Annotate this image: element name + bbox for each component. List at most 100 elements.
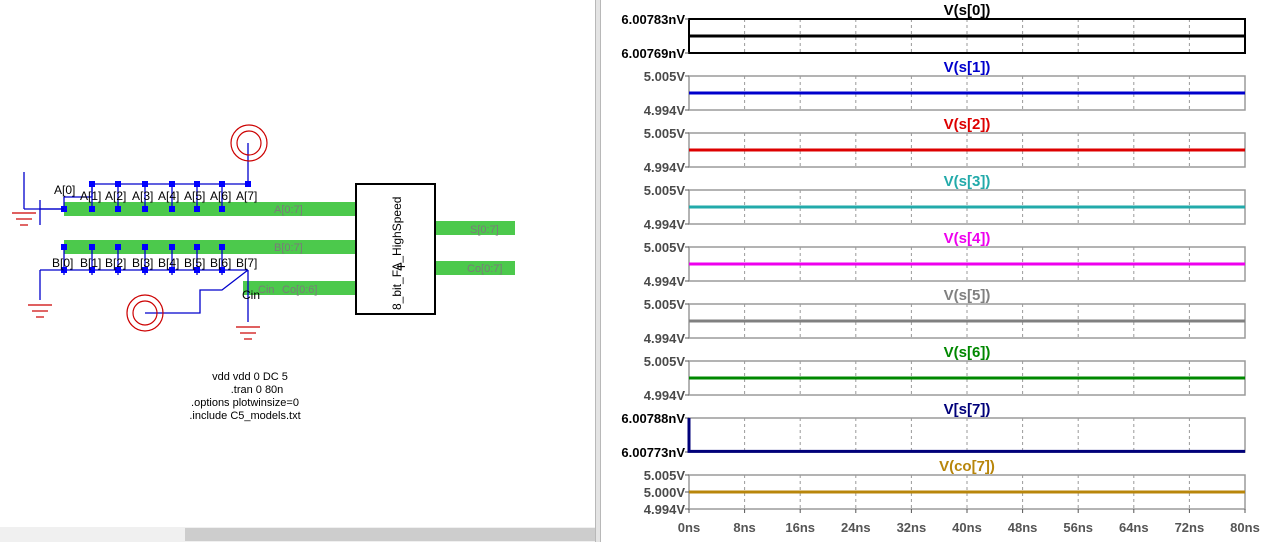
bus-label-s-out: S[0:7] [470,224,499,236]
waveform-pane[interactable]: V[s[7]) 6.00788nV 6.00773nV [621,401,1246,460]
time-tick-label: 24ns [841,520,871,535]
spice-directives[interactable]: vdd vdd 0 DC 5 .tran 0 80n .options plot… [189,371,300,422]
bus-label-co-out: Co[0:7] [467,263,502,275]
a-pin-label: A[5] [184,189,205,203]
schematic-editor[interactable]: A[0] A[1] A[2] A[3] A[4] A[5] A[6] A[7] B[0] B[1… [0,0,595,527]
waveform-pane[interactable]: V(s[6]) 5.005V 4.994V [644,344,1246,403]
y-axis-bottom-label: 4.994V [644,160,686,175]
waveform-canvas[interactable]: V(s[0]) 6.00783nV 6.00769nV V(s[1]) 5.005V 4.… [601,0,1267,542]
y-axis-top-label: 6.00783nV [621,12,685,27]
waveform-pane[interactable]: V(s[2]) 5.005V 4.994V [644,116,1246,175]
wire-junction [194,244,200,250]
a-pin-label: A[6] [210,189,231,203]
y-axis-top-label: 5.005V [644,354,686,369]
wire-junction [194,267,200,273]
waveform-pane[interactable]: V(s[0]) 6.00783nV 6.00769nV [621,2,1246,61]
wire-junction [169,267,175,273]
wire-junction [61,244,67,250]
y-axis-top-label: 5.005V [644,297,686,312]
component-symbol-plus: + [396,259,405,276]
pane-title: V(s[6]) [944,344,991,361]
wire-junction [142,181,148,187]
b-pin-label: B[1] [80,256,101,270]
y-axis-bottom-label: 4.994V [644,103,686,118]
wire-junction [245,181,251,187]
pane-splitter[interactable] [595,0,601,542]
vdd-supply-top-icon[interactable] [230,124,268,162]
waveform-pane[interactable]: V(s[3]) 5.005V 4.994V [644,173,1246,232]
wire-junction [219,267,225,273]
ground-symbol-cin[interactable] [236,326,260,340]
wire-junction [89,181,95,187]
y-axis-top-label: 5.005V [644,468,686,483]
scrollbar-thumb[interactable] [185,528,595,541]
b-pin-label: B[6] [210,256,231,270]
waveform-pane[interactable]: V(co[7]) 5.005V 4.994V 5.000V [644,458,1246,517]
wire-junction [142,244,148,250]
time-tick-label: 48ns [1008,520,1038,535]
schematic-wires [23,143,515,322]
time-tick-label: 8ns [733,520,755,535]
pane-title: V(s[0]) [944,2,991,19]
wire-junction [194,181,200,187]
b-pin-label: B[0] [52,256,73,270]
component-name-label: 8_bit_FA_HighSpeed [390,197,404,310]
waveform-pane[interactable]: V(s[1]) 5.005V 4.994V [644,59,1246,118]
schematic-canvas[interactable]: A[0] A[1] A[2] A[3] A[4] A[5] A[6] A[7] B[0] B[1… [0,0,595,527]
wire-junction [115,206,121,212]
b-pin-label: B[3] [132,256,153,270]
waveform-viewer[interactable]: V(s[0]) 6.00783nV 6.00769nV V(s[1]) 5.005V 4.… [601,0,1267,542]
time-axis: 0ns 8ns 16ns 24ns 32ns 40ns 48ns 56ns 64ns 72ns 80… [678,509,1260,535]
y-axis-top-label: 5.005V [644,69,686,84]
y-axis-top-label: 5.005V [644,183,686,198]
a-pin-label: A[4] [158,189,179,203]
b-pin-label: B[4] [158,256,179,270]
ground-symbol-b[interactable] [28,304,52,318]
wire-junction [115,181,121,187]
schematic-horizontal-scrollbar[interactable] [0,527,595,542]
waveform-pane[interactable]: V(s[4]) 5.005V 4.994V [644,230,1246,289]
time-tick-label: 0ns [678,520,700,535]
signal-trace [687,418,1245,453]
wire-junction [89,206,95,212]
b-pin-label: B[7] [236,256,257,270]
pane-frame [688,417,1246,453]
b-pin-label: B[2] [105,256,126,270]
a-pin-labels: A[0] A[1] A[2] A[3] A[4] A[5] A[6] A[7] [54,183,257,203]
y-axis-top-label: 5.005V [644,126,686,141]
pane-title: V(s[2]) [944,116,991,133]
directive-line-1: vdd vdd 0 DC 5 [212,371,288,383]
y-axis-bottom-label: 4.994V [644,502,686,517]
wire-junction [169,181,175,187]
vdd-supply-left-icon[interactable] [126,294,164,332]
a-pin-label: A[0] [54,183,75,197]
bus-label-a: A[0:7] [274,204,303,216]
wire-junction [219,181,225,187]
time-tick-label: 56ns [1063,520,1093,535]
waveform-pane[interactable]: V(s[5]) 5.005V 4.994V [644,287,1246,346]
directive-line-3: .options plotwinsize=0 [191,397,299,409]
pane-title: V(co[7]) [939,458,995,475]
pane-title: V(s[4]) [944,230,991,247]
pane-title: V(s[3]) [944,173,991,190]
y-axis-bottom-label: 6.00773nV [621,445,685,460]
b-pin-labels: B[0] B[1] B[2] B[3] B[4] B[5] B[6] B[7] [52,256,257,270]
time-tick-label: 64ns [1119,520,1149,535]
y-axis-bottom-label: 6.00769nV [621,46,685,61]
full-adder-component[interactable]: 8_bit_FA_HighSpeed + [355,183,436,315]
pane-title: V(s[5]) [944,287,991,304]
ground-symbol-a[interactable] [12,212,36,226]
wire-junction [169,206,175,212]
wire-junction [169,244,175,250]
pane-title: V[s[7]) [944,401,991,418]
wire-junction [142,267,148,273]
bus-label-cin: Cin [258,284,275,296]
y-axis-top-label: 6.00788nV [621,411,685,426]
y-axis-mid-label: 5.000V [644,485,686,500]
wire-junction [194,206,200,212]
bus-label-co-in: Co[0:6] [282,284,317,296]
time-tick-label: 32ns [897,520,927,535]
time-tick-label: 80ns [1230,520,1260,535]
y-axis-bottom-label: 4.994V [644,217,686,232]
directive-line-4: .include C5_models.txt [189,410,300,422]
